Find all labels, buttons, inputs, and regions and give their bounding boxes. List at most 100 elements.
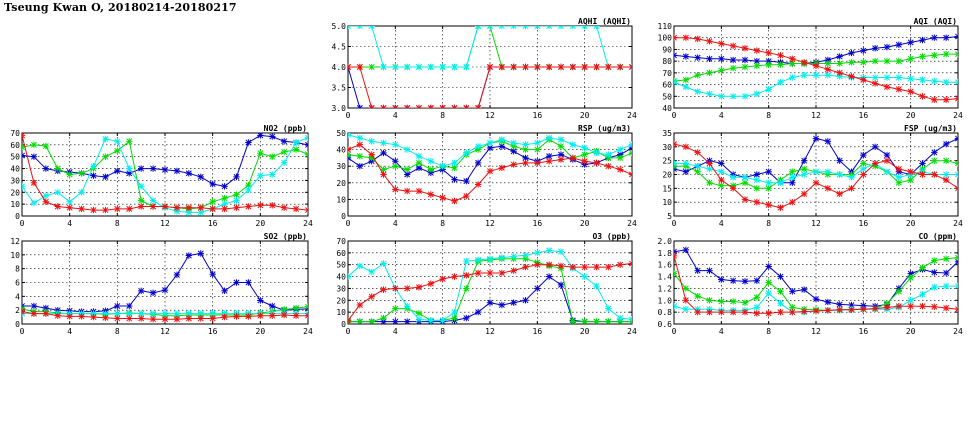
data-point-cyan (753, 90, 761, 98)
data-point-red (931, 303, 938, 311)
data-point-green (871, 57, 879, 65)
data-point-cyan (741, 93, 749, 100)
data-point-cyan (22, 183, 26, 190)
data-point-red (812, 179, 820, 186)
data-point-blue (706, 55, 713, 62)
data-point-red (463, 192, 470, 200)
data-point-cyan (292, 139, 300, 146)
x-tick-label: 4 (719, 327, 724, 336)
data-point-red (498, 63, 506, 71)
data-point-red (954, 185, 958, 192)
data-point-red (510, 63, 517, 71)
data-point-cyan (245, 186, 252, 194)
data-point-red (173, 315, 181, 323)
series-line-blue (22, 134, 308, 187)
chart-title: NO2 (ppb) (264, 124, 307, 133)
data-point-red (545, 261, 553, 268)
data-point-red (593, 159, 600, 167)
y-tick-label: 5 (667, 212, 672, 221)
data-point-cyan (30, 199, 38, 207)
data-point-green (233, 191, 240, 198)
data-point-green (356, 318, 364, 324)
data-point-blue (883, 43, 891, 51)
x-tick-label: 12 (811, 327, 821, 336)
data-point-blue (800, 286, 808, 293)
x-tick-label: 20 (906, 327, 916, 336)
data-point-blue (718, 55, 725, 62)
x-tick-label: 24 (953, 327, 963, 336)
data-point-green (209, 198, 216, 205)
data-point-blue (812, 295, 820, 303)
data-point-blue (221, 183, 228, 190)
data-point-blue (161, 286, 169, 294)
data-point-green (114, 147, 121, 154)
chart-no2: 0 4 8 12 16 20 24 0 10 20 30 40 50 60 70 NO2 (ppb) (10, 124, 313, 228)
data-point-red (895, 165, 903, 173)
data-point-cyan (54, 189, 61, 196)
data-point-blue (883, 151, 891, 159)
data-point-blue (126, 302, 133, 310)
data-point-blue (522, 297, 529, 304)
data-point-green (765, 61, 772, 68)
data-point-blue (392, 318, 399, 324)
data-point-red (919, 171, 926, 178)
data-point-cyan (682, 305, 690, 313)
y-tick-label: 35 (662, 129, 672, 138)
data-point-cyan (777, 300, 784, 307)
data-point-green (954, 254, 958, 261)
data-point-cyan (907, 75, 914, 82)
data-point-cyan (753, 304, 761, 311)
x-tick-label: 12 (485, 219, 495, 228)
data-point-blue (942, 269, 950, 277)
data-point-cyan (954, 171, 958, 178)
chart-aqi: 0 4 8 12 16 20 24 40 50 60 70 80 90 100 110 AQI (AQI) (658, 17, 963, 120)
data-point-blue (137, 165, 145, 172)
data-point-cyan (427, 317, 435, 324)
data-point-red (907, 303, 914, 310)
data-point-cyan (616, 146, 624, 153)
y-tick-label: 1.2 (658, 284, 673, 293)
data-point-cyan (729, 93, 737, 100)
data-point-cyan (486, 255, 494, 262)
data-point-cyan (356, 262, 364, 270)
data-point-red (439, 194, 446, 201)
x-tick-label: 12 (811, 219, 821, 228)
data-point-blue (90, 172, 97, 179)
y-tick-label: 110 (658, 22, 673, 31)
data-point-red (836, 190, 843, 198)
data-point-red (474, 104, 482, 108)
data-point-cyan (694, 88, 701, 95)
data-point-blue (836, 53, 843, 60)
data-point-red (628, 260, 632, 267)
data-point-red (789, 308, 796, 316)
data-point-cyan (789, 174, 796, 181)
y-tick-label: 3.5 (332, 84, 347, 93)
x-tick-label: 0 (346, 219, 351, 228)
data-point-cyan (534, 26, 541, 30)
data-point-cyan (356, 134, 364, 142)
data-point-red (197, 204, 204, 211)
x-tick-label: 8 (766, 219, 771, 228)
data-point-blue (871, 45, 879, 52)
data-point-blue (931, 269, 938, 276)
data-point-red (486, 63, 494, 71)
data-point-green (102, 153, 109, 160)
data-point-cyan (380, 63, 387, 71)
data-point-green (942, 157, 950, 164)
data-point-green (137, 197, 145, 204)
data-point-green (765, 185, 772, 192)
data-point-red (173, 204, 181, 211)
data-point-red (368, 104, 375, 108)
data-point-cyan (694, 163, 701, 170)
data-point-red (942, 176, 950, 184)
data-point-cyan (356, 26, 364, 30)
data-point-blue (694, 54, 701, 61)
data-point-green (569, 318, 577, 324)
data-point-blue (694, 267, 701, 274)
x-tick-label: 24 (627, 327, 637, 336)
data-point-red (812, 307, 820, 315)
data-point-cyan (534, 139, 541, 147)
data-point-red (593, 63, 600, 71)
data-point-red (348, 317, 352, 324)
data-point-green (380, 314, 387, 322)
